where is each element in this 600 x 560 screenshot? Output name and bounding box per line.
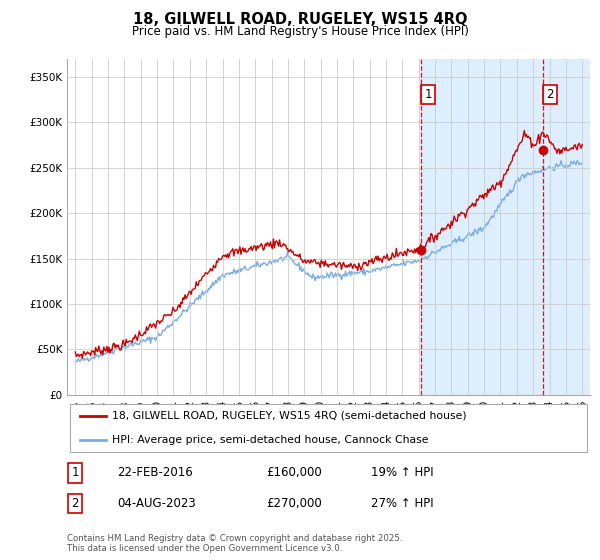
Text: 1: 1 — [71, 466, 79, 479]
FancyBboxPatch shape — [70, 404, 587, 451]
Text: Price paid vs. HM Land Registry's House Price Index (HPI): Price paid vs. HM Land Registry's House … — [131, 25, 469, 38]
Text: 04-AUG-2023: 04-AUG-2023 — [117, 497, 196, 510]
Text: 1: 1 — [424, 88, 432, 101]
Text: £160,000: £160,000 — [266, 466, 322, 479]
Text: 27% ↑ HPI: 27% ↑ HPI — [371, 497, 433, 510]
Text: 19% ↑ HPI: 19% ↑ HPI — [371, 466, 433, 479]
Text: 18, GILWELL ROAD, RUGELEY, WS15 4RQ (semi-detached house): 18, GILWELL ROAD, RUGELEY, WS15 4RQ (sem… — [112, 411, 466, 421]
Text: HPI: Average price, semi-detached house, Cannock Chase: HPI: Average price, semi-detached house,… — [112, 435, 428, 445]
Text: Contains HM Land Registry data © Crown copyright and database right 2025.
This d: Contains HM Land Registry data © Crown c… — [67, 534, 403, 553]
Text: £270,000: £270,000 — [266, 497, 322, 510]
Bar — [421, 59, 590, 395]
Text: 22-FEB-2016: 22-FEB-2016 — [117, 466, 193, 479]
Text: 18, GILWELL ROAD, RUGELEY, WS15 4RQ: 18, GILWELL ROAD, RUGELEY, WS15 4RQ — [133, 12, 467, 27]
Text: 2: 2 — [71, 497, 79, 510]
Text: 2: 2 — [546, 88, 554, 101]
